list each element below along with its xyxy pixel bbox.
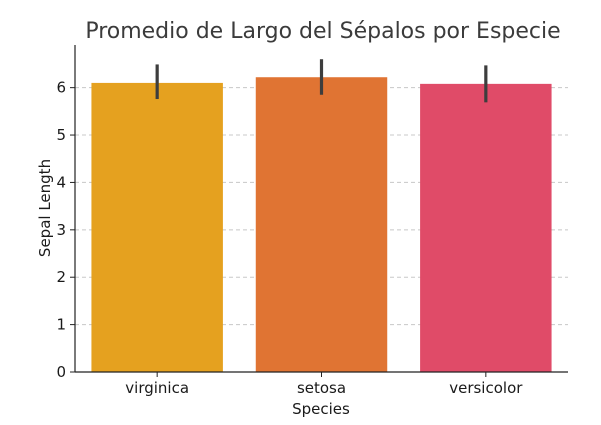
x-tick-label-virginica: virginica: [125, 379, 189, 397]
y-tick-label: 4: [56, 173, 66, 191]
error-bars: [155, 59, 488, 103]
bar-setosa: [255, 77, 388, 373]
y-tick-label: 6: [56, 79, 66, 97]
y-axis-label: Sepal Length: [36, 159, 54, 257]
y-tick-label: 5: [56, 126, 66, 144]
x-tick-label-setosa: setosa: [297, 379, 346, 397]
x-axis-label: Species: [292, 400, 350, 418]
bar-virginica: [91, 82, 223, 373]
y-axis-ticks: 0 1 2 3 4 5 6: [56, 79, 75, 381]
y-tick-label: 1: [56, 316, 66, 334]
chart-title: Promedio de Largo del Sépalos por Especi…: [85, 19, 560, 44]
y-tick-label: 2: [56, 268, 66, 286]
y-tick-label: 3: [56, 221, 66, 239]
bars: [91, 77, 552, 373]
y-tick-label: 0: [56, 363, 66, 381]
x-tick-label-versicolor: versicolor: [449, 379, 523, 397]
bar-versicolor: [420, 83, 552, 372]
x-axis-ticks: virginica setosa versicolor: [125, 372, 523, 397]
